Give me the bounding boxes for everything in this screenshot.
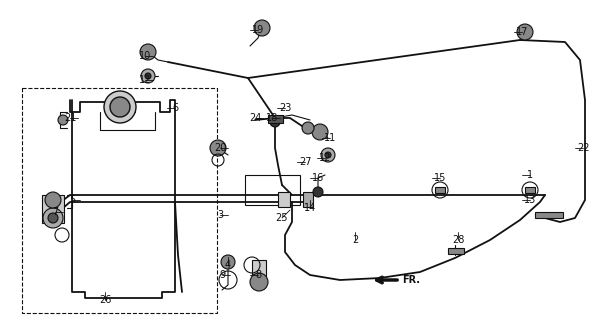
Bar [535, 212, 563, 218]
Bar [448, 248, 464, 254]
Text: 6: 6 [172, 103, 178, 113]
Circle shape [270, 117, 280, 127]
Text: 5: 5 [69, 195, 75, 205]
Circle shape [312, 124, 328, 140]
Circle shape [141, 69, 155, 83]
Text: 14: 14 [304, 203, 316, 213]
Text: FR.: FR. [402, 275, 420, 285]
Circle shape [104, 91, 136, 123]
Text: 20: 20 [214, 143, 226, 153]
Circle shape [221, 255, 235, 269]
Circle shape [48, 213, 58, 223]
Circle shape [254, 20, 270, 36]
Text: 15: 15 [434, 173, 446, 183]
Circle shape [45, 192, 61, 208]
Circle shape [250, 273, 268, 291]
Text: 27: 27 [299, 157, 312, 167]
Circle shape [110, 97, 130, 117]
Text: 19: 19 [252, 25, 264, 35]
Bar [42, 195, 64, 223]
Text: 8: 8 [255, 270, 261, 280]
Text: 1: 1 [527, 170, 533, 180]
Bar [268, 115, 283, 123]
Circle shape [302, 122, 314, 134]
Circle shape [313, 187, 323, 197]
Circle shape [321, 148, 335, 162]
Text: 7: 7 [52, 207, 58, 217]
Bar [435, 187, 445, 193]
Bar [22, 88, 217, 313]
Circle shape [210, 140, 226, 156]
Text: 21: 21 [64, 113, 76, 123]
Circle shape [325, 152, 331, 158]
Circle shape [58, 115, 68, 125]
Text: 24: 24 [249, 113, 261, 123]
Text: 4: 4 [225, 260, 231, 270]
Circle shape [517, 24, 533, 40]
Bar [303, 192, 313, 207]
Bar [245, 175, 300, 205]
Text: 25: 25 [276, 213, 288, 223]
Text: 26: 26 [99, 295, 111, 305]
Text: 23: 23 [279, 103, 291, 113]
Text: 18: 18 [266, 113, 278, 123]
Bar [252, 260, 266, 282]
Circle shape [145, 73, 151, 79]
Text: 13: 13 [524, 195, 536, 205]
Bar [525, 187, 535, 193]
Text: 10: 10 [139, 51, 151, 61]
Text: 2: 2 [352, 235, 358, 245]
Bar [278, 192, 290, 207]
Circle shape [140, 44, 156, 60]
Text: 16: 16 [312, 173, 324, 183]
Text: 12: 12 [139, 75, 151, 85]
Text: 11: 11 [324, 133, 336, 143]
Text: 22: 22 [577, 143, 589, 153]
Text: 9: 9 [219, 270, 225, 280]
Text: 3: 3 [217, 210, 223, 220]
Text: 12: 12 [319, 153, 331, 163]
Text: 17: 17 [516, 27, 528, 37]
Text: 28: 28 [452, 235, 464, 245]
Circle shape [43, 208, 63, 228]
